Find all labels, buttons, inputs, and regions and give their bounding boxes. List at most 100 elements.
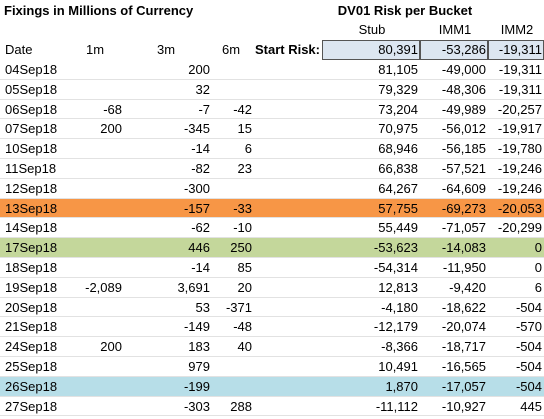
value-cell: -371 xyxy=(225,299,252,315)
date-cell: 26Sep18 xyxy=(5,378,58,394)
value-cell: 79,329 xyxy=(378,81,418,97)
sheet-title: Fixings in Millions of Currency xyxy=(4,3,194,18)
row-background xyxy=(0,357,544,377)
value-cell: -42 xyxy=(233,101,252,117)
value-cell: -504 xyxy=(515,339,542,355)
value-cell: -7 xyxy=(198,101,210,117)
value-cell: -49,989 xyxy=(441,101,486,117)
value-cell: -49,000 xyxy=(441,62,486,77)
value-cell: -56,012 xyxy=(441,121,486,137)
value-cell: 200 xyxy=(188,62,210,77)
value-cell: -33 xyxy=(233,200,252,216)
value-cell: 57,755 xyxy=(378,200,418,216)
row-background xyxy=(0,198,544,219)
value-cell: -54,314 xyxy=(373,260,418,275)
value-cell: 15 xyxy=(237,121,252,137)
value-cell: -10 xyxy=(233,220,252,236)
row-background xyxy=(0,139,544,159)
value-cell: -68 xyxy=(103,101,122,117)
value-cell: 0 xyxy=(534,260,542,275)
value-cell: 200 xyxy=(100,339,122,355)
start-risk-label: Start Risk: xyxy=(254,42,320,57)
date-cell: 14Sep18 xyxy=(5,220,58,236)
row-background xyxy=(0,179,544,199)
value-cell: -20,074 xyxy=(441,319,486,335)
value-cell: 12,813 xyxy=(378,279,418,295)
value-cell: 70,975 xyxy=(378,121,418,137)
value-cell: -20,053 xyxy=(497,200,542,216)
start-risk-cell xyxy=(420,40,488,60)
value-cell: -570 xyxy=(515,319,542,335)
value-cell: 6 xyxy=(534,279,542,295)
value-cell: -48 xyxy=(233,319,252,335)
value-cell: -57,521 xyxy=(441,161,486,176)
value-cell: -19,246 xyxy=(497,161,542,176)
value-cell: -199 xyxy=(183,378,210,394)
column-header: 6m xyxy=(221,42,241,57)
value-cell: 81,105 xyxy=(378,62,418,77)
value-cell: -149 xyxy=(183,319,210,335)
value-cell: 64,267 xyxy=(378,180,418,196)
value-cell: -14 xyxy=(191,260,210,275)
value-cell: -345 xyxy=(183,121,210,137)
value-cell: -19,246 xyxy=(497,180,542,196)
value-cell: 200 xyxy=(100,121,122,137)
column-header: IMM1 xyxy=(438,22,472,37)
value-cell: 55,449 xyxy=(378,220,418,236)
row-background xyxy=(0,376,544,397)
value-cell: 1,870 xyxy=(385,378,418,394)
value-cell: 446 xyxy=(188,240,210,256)
date-cell: 20Sep18 xyxy=(5,299,58,315)
value-cell: 445 xyxy=(520,398,542,414)
value-cell: -504 xyxy=(515,378,542,394)
value-cell: -12,179 xyxy=(373,319,418,335)
value-cell: 85 xyxy=(237,260,252,275)
date-cell: 27Sep18 xyxy=(5,398,58,414)
value-cell: 288 xyxy=(230,398,252,414)
date-cell: 18Sep18 xyxy=(5,260,58,275)
value-cell: -20,257 xyxy=(497,101,542,117)
value-cell: 66,838 xyxy=(378,161,418,176)
value-cell: -18,717 xyxy=(441,339,486,355)
value-cell: -2,089 xyxy=(85,279,122,295)
column-header: Date xyxy=(5,42,33,57)
value-cell: -48,306 xyxy=(441,81,486,97)
row-background xyxy=(0,317,544,338)
value-cell: 10,491 xyxy=(378,359,418,374)
value-cell: -17,057 xyxy=(441,378,486,394)
value-cell: -11,950 xyxy=(442,260,486,275)
value-cell: -19,780 xyxy=(497,141,542,157)
value-cell: -9,420 xyxy=(449,279,486,295)
value-cell: -20,299 xyxy=(497,220,542,236)
value-cell: -19,311 xyxy=(498,62,542,77)
date-cell: 10Sep18 xyxy=(5,141,58,157)
value-cell: -53,623 xyxy=(373,240,418,256)
date-cell: 12Sep18 xyxy=(5,180,58,196)
value-cell: 979 xyxy=(188,359,210,374)
value-cell: 23 xyxy=(237,161,252,176)
date-cell: 19Sep18 xyxy=(5,279,58,295)
value-cell: -303 xyxy=(183,398,210,414)
date-cell: 24Sep18 xyxy=(5,339,58,355)
value-cell: 68,946 xyxy=(378,141,418,157)
value-cell: -71,057 xyxy=(441,220,486,236)
date-cell: 05Sep18 xyxy=(5,81,58,97)
date-cell: 25Sep18 xyxy=(5,359,58,374)
value-cell: -69,273 xyxy=(441,200,486,216)
value-cell: 20 xyxy=(237,279,252,295)
row-background xyxy=(0,159,544,179)
row-background xyxy=(0,397,544,417)
value-cell: 6 xyxy=(244,141,252,157)
row-background xyxy=(0,80,544,100)
date-cell: 17Sep18 xyxy=(5,240,58,256)
row-background xyxy=(0,278,544,298)
value-cell: -56,185 xyxy=(441,141,486,157)
date-cell: 21Sep18 xyxy=(5,319,58,335)
value-cell: -19,311 xyxy=(498,81,542,97)
row-background xyxy=(0,238,544,258)
date-cell: 11Sep18 xyxy=(5,161,57,176)
column-header: 1m xyxy=(85,42,105,57)
value-cell: 73,204 xyxy=(378,101,418,117)
start-risk-value: 80,391 xyxy=(378,42,418,57)
